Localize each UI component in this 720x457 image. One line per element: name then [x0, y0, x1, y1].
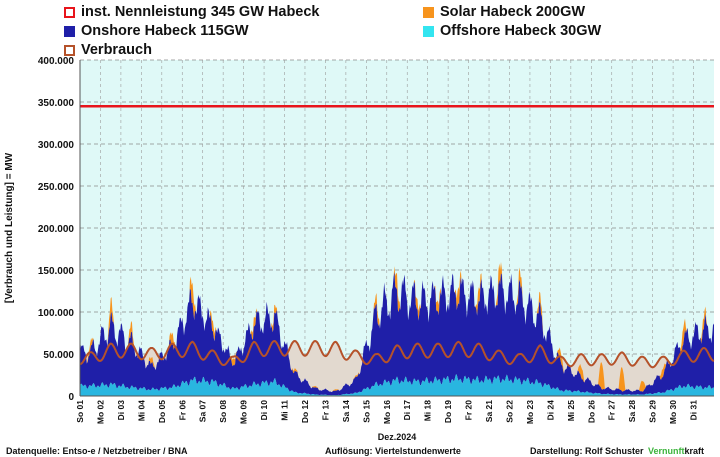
x-tick-label: Mo 09	[239, 400, 249, 424]
capacity-swatch-icon	[64, 6, 75, 18]
legend-label: Solar Habeck 200GW	[440, 4, 586, 20]
y-tick-label: 200.000	[38, 224, 75, 235]
footer-author: Darstellung: Rolf Schuster	[530, 446, 644, 456]
y-tick-label: 400.000	[38, 56, 75, 67]
x-tick-label: Mi 11	[280, 400, 290, 421]
x-tick-label: Mi 18	[423, 400, 433, 422]
legend-item-onshore: Onshore Habeck 115GW	[64, 23, 249, 39]
x-tick-label: Mi 04	[136, 400, 146, 422]
brand-green: Vernunft	[648, 446, 685, 456]
x-tick-label: Sa 28	[627, 400, 637, 422]
x-tick-label: Di 03	[116, 400, 126, 421]
x-tick-label: Fr 06	[177, 400, 187, 421]
consumption-swatch-icon	[64, 44, 75, 56]
series-offshore-area	[80, 374, 714, 396]
y-tick-label: 100.000	[38, 308, 75, 319]
x-tick-label: Di 17	[402, 400, 412, 421]
y-tick-label: 50.000	[43, 350, 74, 361]
legend-item-capacity: inst. Nennleistung 345 GW Habeck	[64, 4, 320, 20]
y-tick-label: 150.000	[38, 266, 75, 277]
y-tick-label: 0	[68, 392, 74, 403]
x-tick-label: So 08	[218, 400, 228, 423]
legend-item-solar: Solar Habeck 200GW	[423, 4, 585, 20]
onshore-swatch-icon	[64, 25, 75, 37]
solar-swatch-icon	[423, 6, 434, 18]
y-axis-label: [Verbrauch und Leistung] = MW	[4, 152, 15, 303]
series-consumption-line	[79, 339, 715, 369]
x-tick-label: Sa 07	[198, 400, 208, 422]
x-tick-label: Fr 20	[464, 400, 474, 421]
legend-item-consumption: Verbrauch	[64, 42, 152, 58]
brand-black: kraft	[684, 446, 705, 456]
series-onshore-area	[80, 272, 714, 396]
x-tick-label: Fr 13	[320, 400, 330, 421]
y-tick-label: 250.000	[38, 182, 75, 193]
x-tick-label: Di 24	[545, 400, 555, 421]
footer-resolution: Auflösung: Viertelstundenwerte	[325, 446, 461, 456]
x-tick-label: Fr 27	[607, 400, 617, 421]
x-tick-label: Mo 23	[525, 400, 535, 424]
footer-source: Datenquelle: Entso-e / Netzbetreiber / B…	[6, 446, 188, 456]
y-tick-label: 350.000	[38, 98, 75, 109]
x-tick-label: So 15	[361, 400, 371, 423]
x-tick-label: Do 12	[300, 400, 310, 423]
x-tick-label: So 01	[75, 400, 85, 423]
legend-label: inst. Nennleistung 345 GW Habeck	[81, 4, 320, 20]
legend: inst. Nennleistung 345 GW Habeck Solar H…	[0, 0, 720, 60]
x-tick-label: So 22	[504, 400, 514, 423]
legend-label: Verbrauch	[81, 42, 152, 58]
offshore-swatch-icon	[423, 25, 434, 37]
legend-item-offshore: Offshore Habeck 30GW	[423, 23, 601, 39]
x-tick-label: Mi 25	[566, 400, 576, 422]
x-tick-label: Sa 21	[484, 400, 494, 422]
legend-label: Offshore Habeck 30GW	[440, 23, 602, 39]
x-tick-label: So 29	[648, 400, 658, 423]
legend-label: Onshore Habeck 115GW	[81, 23, 249, 39]
x-tick-label: Sa 14	[341, 400, 351, 422]
y-tick-label: 300.000	[38, 140, 75, 151]
x-tick-label: Mo 02	[95, 400, 105, 424]
x-tick-label: Di 31	[689, 400, 699, 421]
x-tick-label: Mo 30	[668, 400, 678, 424]
x-tick-label: Do 26	[586, 400, 596, 423]
x-tick-label: Di 10	[259, 400, 269, 421]
series-solar-area	[80, 262, 714, 393]
x-tick-label: Do 05	[157, 400, 167, 423]
x-tick-label: Mo 16	[382, 400, 392, 424]
x-tick-label: Do 19	[443, 400, 453, 423]
footer-brand: Vernunftkraft	[648, 446, 704, 456]
x-axis-label: Dez.2024	[378, 432, 417, 442]
